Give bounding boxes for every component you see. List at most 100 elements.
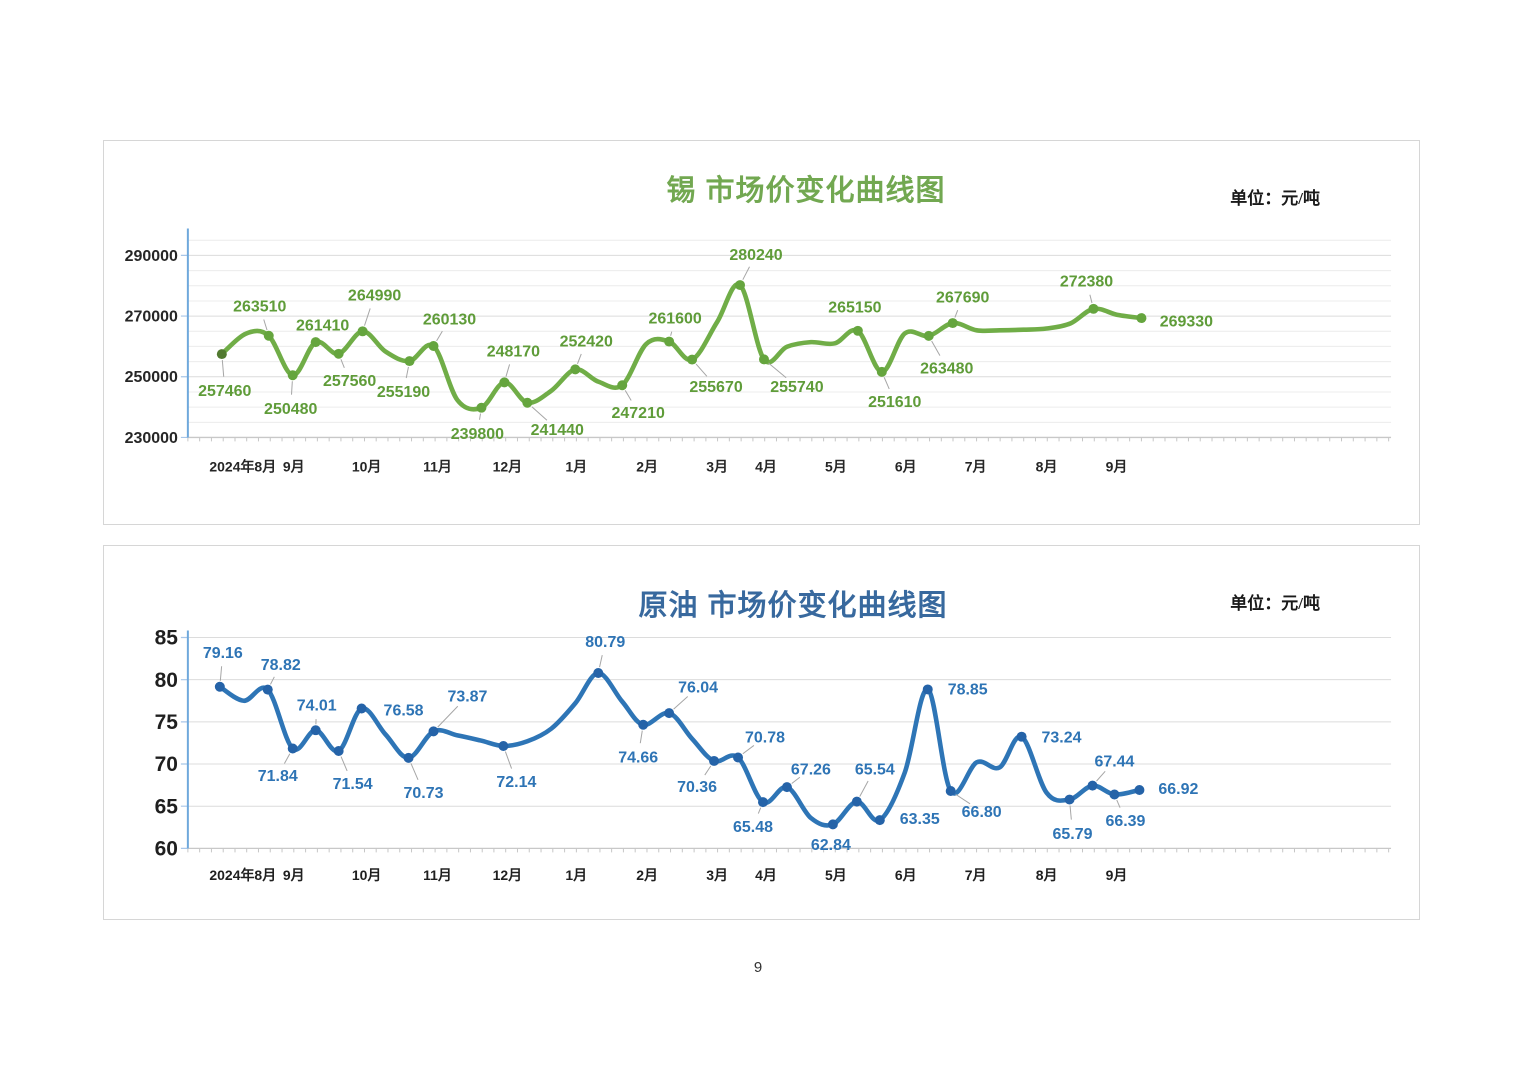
x-month-label: 7月 <box>965 458 987 474</box>
tin-unit-label: 单位：元/吨 <box>1230 189 1320 208</box>
data-point-marker <box>664 336 675 347</box>
x-month-label: 6月 <box>895 458 917 474</box>
data-label: 67.44 <box>1094 753 1134 770</box>
tin-chart-canvas: 230000 250000 270000 290000 2024年8月 9月 10月 11月 1… <box>125 228 1392 474</box>
label-leader-line <box>221 360 225 377</box>
data-point-marker <box>498 741 509 752</box>
x-month-label: 1月 <box>565 867 587 883</box>
label-leader-line <box>695 363 708 377</box>
x-month-label: 6月 <box>895 867 917 883</box>
data-label: 252420 <box>560 333 613 350</box>
data-point-marker <box>593 668 604 678</box>
data-label: 250480 <box>264 401 317 418</box>
x-month-label: 9月 <box>1106 867 1128 883</box>
data-point-marker <box>570 364 581 375</box>
y-axis-ticks <box>180 636 188 849</box>
data-label: 78.82 <box>261 657 301 674</box>
label-leader-line <box>859 780 869 797</box>
y-tick-label: 230000 <box>125 430 178 447</box>
data-point-marker <box>216 349 227 360</box>
data-point-marker <box>759 354 769 365</box>
data-label: 72.14 <box>496 774 536 791</box>
data-point-marker <box>827 819 838 830</box>
data-label: 239800 <box>451 426 504 443</box>
x-month-label: 11月 <box>423 458 452 474</box>
label-leader-line <box>1096 770 1106 782</box>
data-point-marker <box>781 782 792 793</box>
data-point-marker <box>687 354 698 365</box>
data-label: 65.48 <box>733 819 773 836</box>
data-point-marker <box>638 719 649 730</box>
data-point-marker <box>287 370 298 381</box>
data-point-marker <box>1134 785 1145 795</box>
data-label: 257460 <box>198 383 251 400</box>
x-month-label: 7月 <box>965 867 987 883</box>
data-label: 71.54 <box>333 776 373 793</box>
x-month-label: 2024年8月 <box>209 458 276 474</box>
data-label: 62.84 <box>811 837 851 854</box>
data-point-marker <box>499 377 510 388</box>
data-point-marker <box>758 797 768 808</box>
label-leader-line <box>283 753 291 764</box>
data-point-marker <box>356 703 367 714</box>
data-point-marker <box>404 356 415 367</box>
data-point-marker <box>310 337 321 348</box>
x-month-label: 8月 <box>1036 458 1058 474</box>
data-point-marker <box>945 786 956 796</box>
data-label: 260130 <box>423 312 476 329</box>
label-leader-line <box>954 310 959 318</box>
data-point-marker <box>403 752 414 763</box>
label-leader-line <box>479 413 482 420</box>
data-label: 247210 <box>612 405 665 422</box>
crude-oil-unit-label: 单位：元/吨 <box>1230 594 1320 613</box>
x-month-label: 11月 <box>423 867 452 883</box>
label-leader-line <box>410 763 419 781</box>
data-point-marker <box>1016 731 1027 742</box>
data-label: 248170 <box>487 343 540 360</box>
data-label: 66.92 <box>1158 781 1198 798</box>
data-point-marker <box>357 326 368 337</box>
x-month-label: 1月 <box>565 458 587 474</box>
y-tick-label: 75 <box>155 711 179 734</box>
data-point-marker <box>214 681 225 692</box>
data-label: 67.26 <box>791 761 831 778</box>
data-label: 263480 <box>920 360 973 377</box>
label-leader-line <box>757 807 762 814</box>
y-tick-label: 80 <box>155 669 178 692</box>
data-label: 78.85 <box>948 682 988 699</box>
data-label: 251610 <box>868 394 921 411</box>
data-label: 76.04 <box>678 680 718 697</box>
series-line <box>219 282 1144 412</box>
data-point-marker <box>922 684 933 695</box>
data-label: 74.01 <box>297 698 337 715</box>
crude-oil-chart-canvas: 60 65 70 75 80 85 2024年8月 9月 10月 11月 12月 1月 2月 3月 4月 5月… <box>155 627 1392 883</box>
label-leader-line <box>670 331 673 336</box>
data-point-marker <box>333 746 344 756</box>
x-month-label: 8月 <box>1036 867 1058 883</box>
x-month-label: 5月 <box>825 458 847 474</box>
label-leader-line <box>436 330 443 342</box>
data-point-marker <box>428 341 439 352</box>
x-month-label: 10月 <box>352 458 382 474</box>
data-label: 255740 <box>770 379 823 396</box>
x-month-label: 4月 <box>755 458 777 474</box>
label-leader-line <box>340 756 348 772</box>
data-point-marker <box>1064 794 1075 805</box>
x-month-label: 2月 <box>636 458 658 474</box>
major-gridlines <box>187 254 1392 378</box>
label-leader-line <box>599 655 603 668</box>
data-point-marker <box>735 280 746 291</box>
data-label: 71.84 <box>258 768 298 785</box>
data-point-marker <box>874 815 885 826</box>
data-point-marker <box>1088 303 1099 314</box>
label-leader-line <box>531 406 548 421</box>
data-point-marker <box>947 318 958 329</box>
data-label: 70.36 <box>677 779 717 796</box>
x-axis-ticks <box>187 848 1390 853</box>
data-point-marker <box>476 402 487 413</box>
data-point-marker <box>262 684 273 695</box>
label-leader-line <box>1089 294 1093 304</box>
data-point-marker <box>664 708 675 719</box>
data-label: 74.66 <box>618 749 658 766</box>
